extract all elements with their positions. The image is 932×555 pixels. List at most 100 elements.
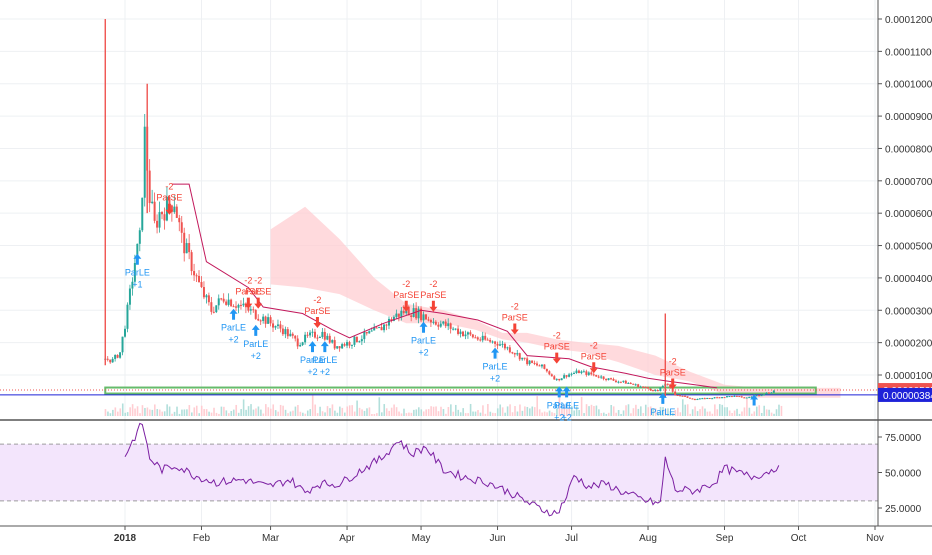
volume-bar bbox=[358, 407, 361, 416]
volume-bar bbox=[161, 411, 164, 416]
candle-body bbox=[629, 382, 632, 384]
trailing-line bbox=[171, 183, 718, 389]
buy-signal-label: ParLE bbox=[300, 355, 325, 365]
volume-bar bbox=[442, 409, 445, 416]
candle-body bbox=[526, 358, 529, 365]
candle-body bbox=[422, 314, 425, 321]
volume-bar bbox=[590, 404, 593, 416]
volume-bar bbox=[637, 408, 640, 416]
x-tick-label: Mar bbox=[262, 533, 280, 544]
volume-bar bbox=[509, 404, 511, 416]
candle-body bbox=[158, 212, 161, 228]
volume-bar bbox=[553, 413, 556, 416]
candle-body bbox=[350, 344, 353, 346]
volume-bar bbox=[210, 412, 213, 416]
volume-bar bbox=[741, 411, 743, 416]
volume-bar bbox=[556, 408, 558, 416]
candle-body bbox=[185, 243, 188, 254]
sell-signal-label: ParSE bbox=[304, 306, 330, 316]
volume-bar bbox=[188, 405, 191, 416]
volume-bar bbox=[225, 410, 228, 416]
volume-bar bbox=[672, 413, 674, 416]
volume-bar bbox=[538, 409, 541, 416]
candle-body bbox=[121, 336, 124, 353]
candle-body bbox=[397, 313, 400, 317]
candle-body bbox=[740, 396, 743, 398]
candle-body bbox=[730, 396, 733, 398]
volume-bar bbox=[245, 409, 247, 416]
candle-body bbox=[656, 390, 659, 392]
volume-bar bbox=[237, 412, 240, 416]
candle-body bbox=[205, 295, 208, 298]
candle-body bbox=[563, 375, 566, 379]
volume-bar bbox=[482, 405, 484, 416]
volume-bar bbox=[491, 412, 494, 416]
candle-body bbox=[716, 397, 719, 399]
volume-bar bbox=[714, 404, 716, 416]
candle-body bbox=[326, 335, 329, 340]
candle-body bbox=[180, 222, 183, 233]
candle-body bbox=[461, 331, 464, 337]
candle-body bbox=[602, 376, 605, 380]
volume-bar bbox=[610, 404, 613, 416]
volume-bar bbox=[489, 411, 492, 416]
candle-body bbox=[269, 317, 272, 324]
volume-bar bbox=[753, 411, 756, 416]
volume-bar bbox=[736, 408, 738, 416]
candle-body bbox=[612, 379, 615, 381]
buy-signal-qty: +2 bbox=[490, 374, 500, 384]
candle-body bbox=[299, 345, 302, 347]
volume-bar bbox=[563, 404, 566, 416]
volume-bar bbox=[718, 404, 721, 416]
volume-bar bbox=[408, 412, 410, 416]
volume-bar bbox=[435, 406, 437, 416]
volume-bar bbox=[654, 408, 657, 416]
volume-bar bbox=[733, 410, 736, 416]
volume-bar bbox=[578, 410, 580, 416]
sell-arrow-icon bbox=[402, 300, 411, 312]
price-label-box[interactable] bbox=[878, 387, 932, 402]
candle-body bbox=[750, 396, 753, 398]
candle-body bbox=[390, 318, 393, 321]
candle-body bbox=[639, 386, 642, 388]
volume-bar bbox=[551, 412, 553, 416]
x-tick-label: 2018 bbox=[114, 533, 137, 544]
volume-bar bbox=[272, 404, 275, 416]
volume-bar bbox=[462, 408, 464, 416]
volume-bar bbox=[765, 409, 768, 416]
candle-body bbox=[679, 395, 682, 397]
volume-bar bbox=[437, 411, 440, 416]
volume-bar bbox=[203, 409, 205, 416]
volume-bar bbox=[669, 411, 672, 416]
volume-bar bbox=[504, 412, 506, 416]
volume-bar bbox=[583, 413, 585, 416]
horizontal-lines bbox=[0, 386, 932, 421]
candle-body bbox=[415, 308, 418, 319]
sell-arrow-icon bbox=[668, 378, 677, 390]
cloud-band bbox=[270, 206, 841, 398]
volume-bar bbox=[723, 407, 726, 416]
buy-signal-label: ParLE bbox=[411, 336, 436, 346]
volume-bar bbox=[154, 404, 156, 416]
volume-bar bbox=[163, 411, 166, 416]
volume-bar bbox=[533, 407, 536, 416]
candle-body bbox=[373, 327, 376, 331]
candle-body bbox=[518, 353, 521, 360]
candle-body bbox=[296, 338, 299, 347]
candle-body bbox=[671, 387, 674, 392]
candle-body bbox=[649, 388, 652, 391]
volume-bar bbox=[635, 404, 637, 416]
sell-arrow-icon bbox=[510, 323, 519, 335]
volume-bars bbox=[104, 395, 783, 416]
volume-bar bbox=[450, 404, 452, 416]
y-tick-label: 0.00001000 bbox=[885, 371, 932, 382]
candle-body bbox=[235, 306, 238, 308]
volume-bar bbox=[529, 408, 531, 416]
x-tick-label: May bbox=[412, 533, 431, 544]
volume-bar bbox=[469, 403, 472, 416]
volume-bar bbox=[279, 404, 282, 416]
volume-bar bbox=[768, 409, 770, 416]
candle-body bbox=[249, 309, 252, 311]
